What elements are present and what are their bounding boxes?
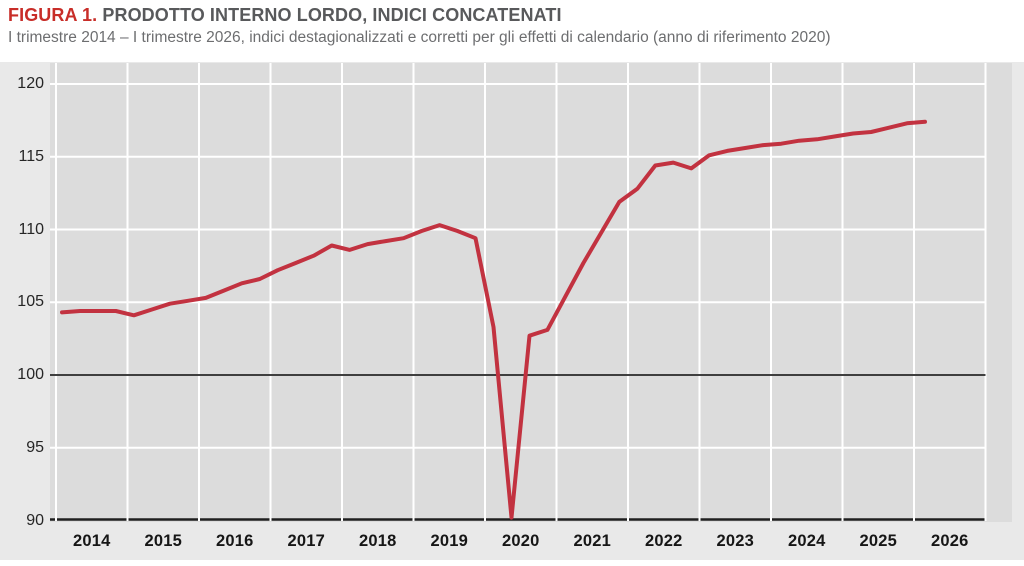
x-tick-2019: 2019 bbox=[430, 532, 468, 550]
y-tick-105: 105 bbox=[17, 293, 44, 311]
figure-number-label: FIGURA 1. bbox=[8, 5, 98, 25]
figure-title: PRODOTTO INTERNO LORDO, INDICI CONCATENA… bbox=[102, 5, 562, 25]
x-tick-2023: 2023 bbox=[716, 532, 754, 550]
x-tick-2025: 2025 bbox=[859, 532, 897, 550]
y-tick-100: 100 bbox=[17, 366, 44, 383]
x-tick-2018: 2018 bbox=[358, 532, 397, 550]
x-tick-2020: 2020 bbox=[501, 532, 540, 550]
x-tick-2026: 2026 bbox=[930, 532, 969, 550]
x-tick-2016: 2016 bbox=[215, 532, 254, 550]
figure-title-line: FIGURA 1. PRODOTTO INTERNO LORDO, INDICI… bbox=[8, 4, 1018, 26]
y-tick-90: 90 bbox=[26, 511, 44, 529]
y-tick-95: 95 bbox=[26, 438, 44, 456]
gdp-series-line bbox=[60, 119, 927, 520]
y-tick-120: 120 bbox=[17, 75, 44, 92]
x-tick-2021: 2021 bbox=[573, 532, 611, 550]
figure-subtitle: I trimestre 2014 – I trimestre 2026, ind… bbox=[8, 29, 831, 46]
x-tick-2014: 2014 bbox=[72, 532, 111, 550]
x-tick-2024: 2024 bbox=[787, 532, 826, 550]
x-tick-2022: 2022 bbox=[644, 532, 683, 550]
y-tick-115: 115 bbox=[18, 147, 44, 165]
y-tick-110: 110 bbox=[18, 220, 44, 238]
plot-area bbox=[50, 63, 1012, 522]
x-tick-2017: 2017 bbox=[287, 532, 325, 550]
x-tick-2015: 2015 bbox=[144, 532, 182, 550]
figure-header: FIGURA 1. PRODOTTO INTERNO LORDO, INDICI… bbox=[8, 4, 1018, 48]
